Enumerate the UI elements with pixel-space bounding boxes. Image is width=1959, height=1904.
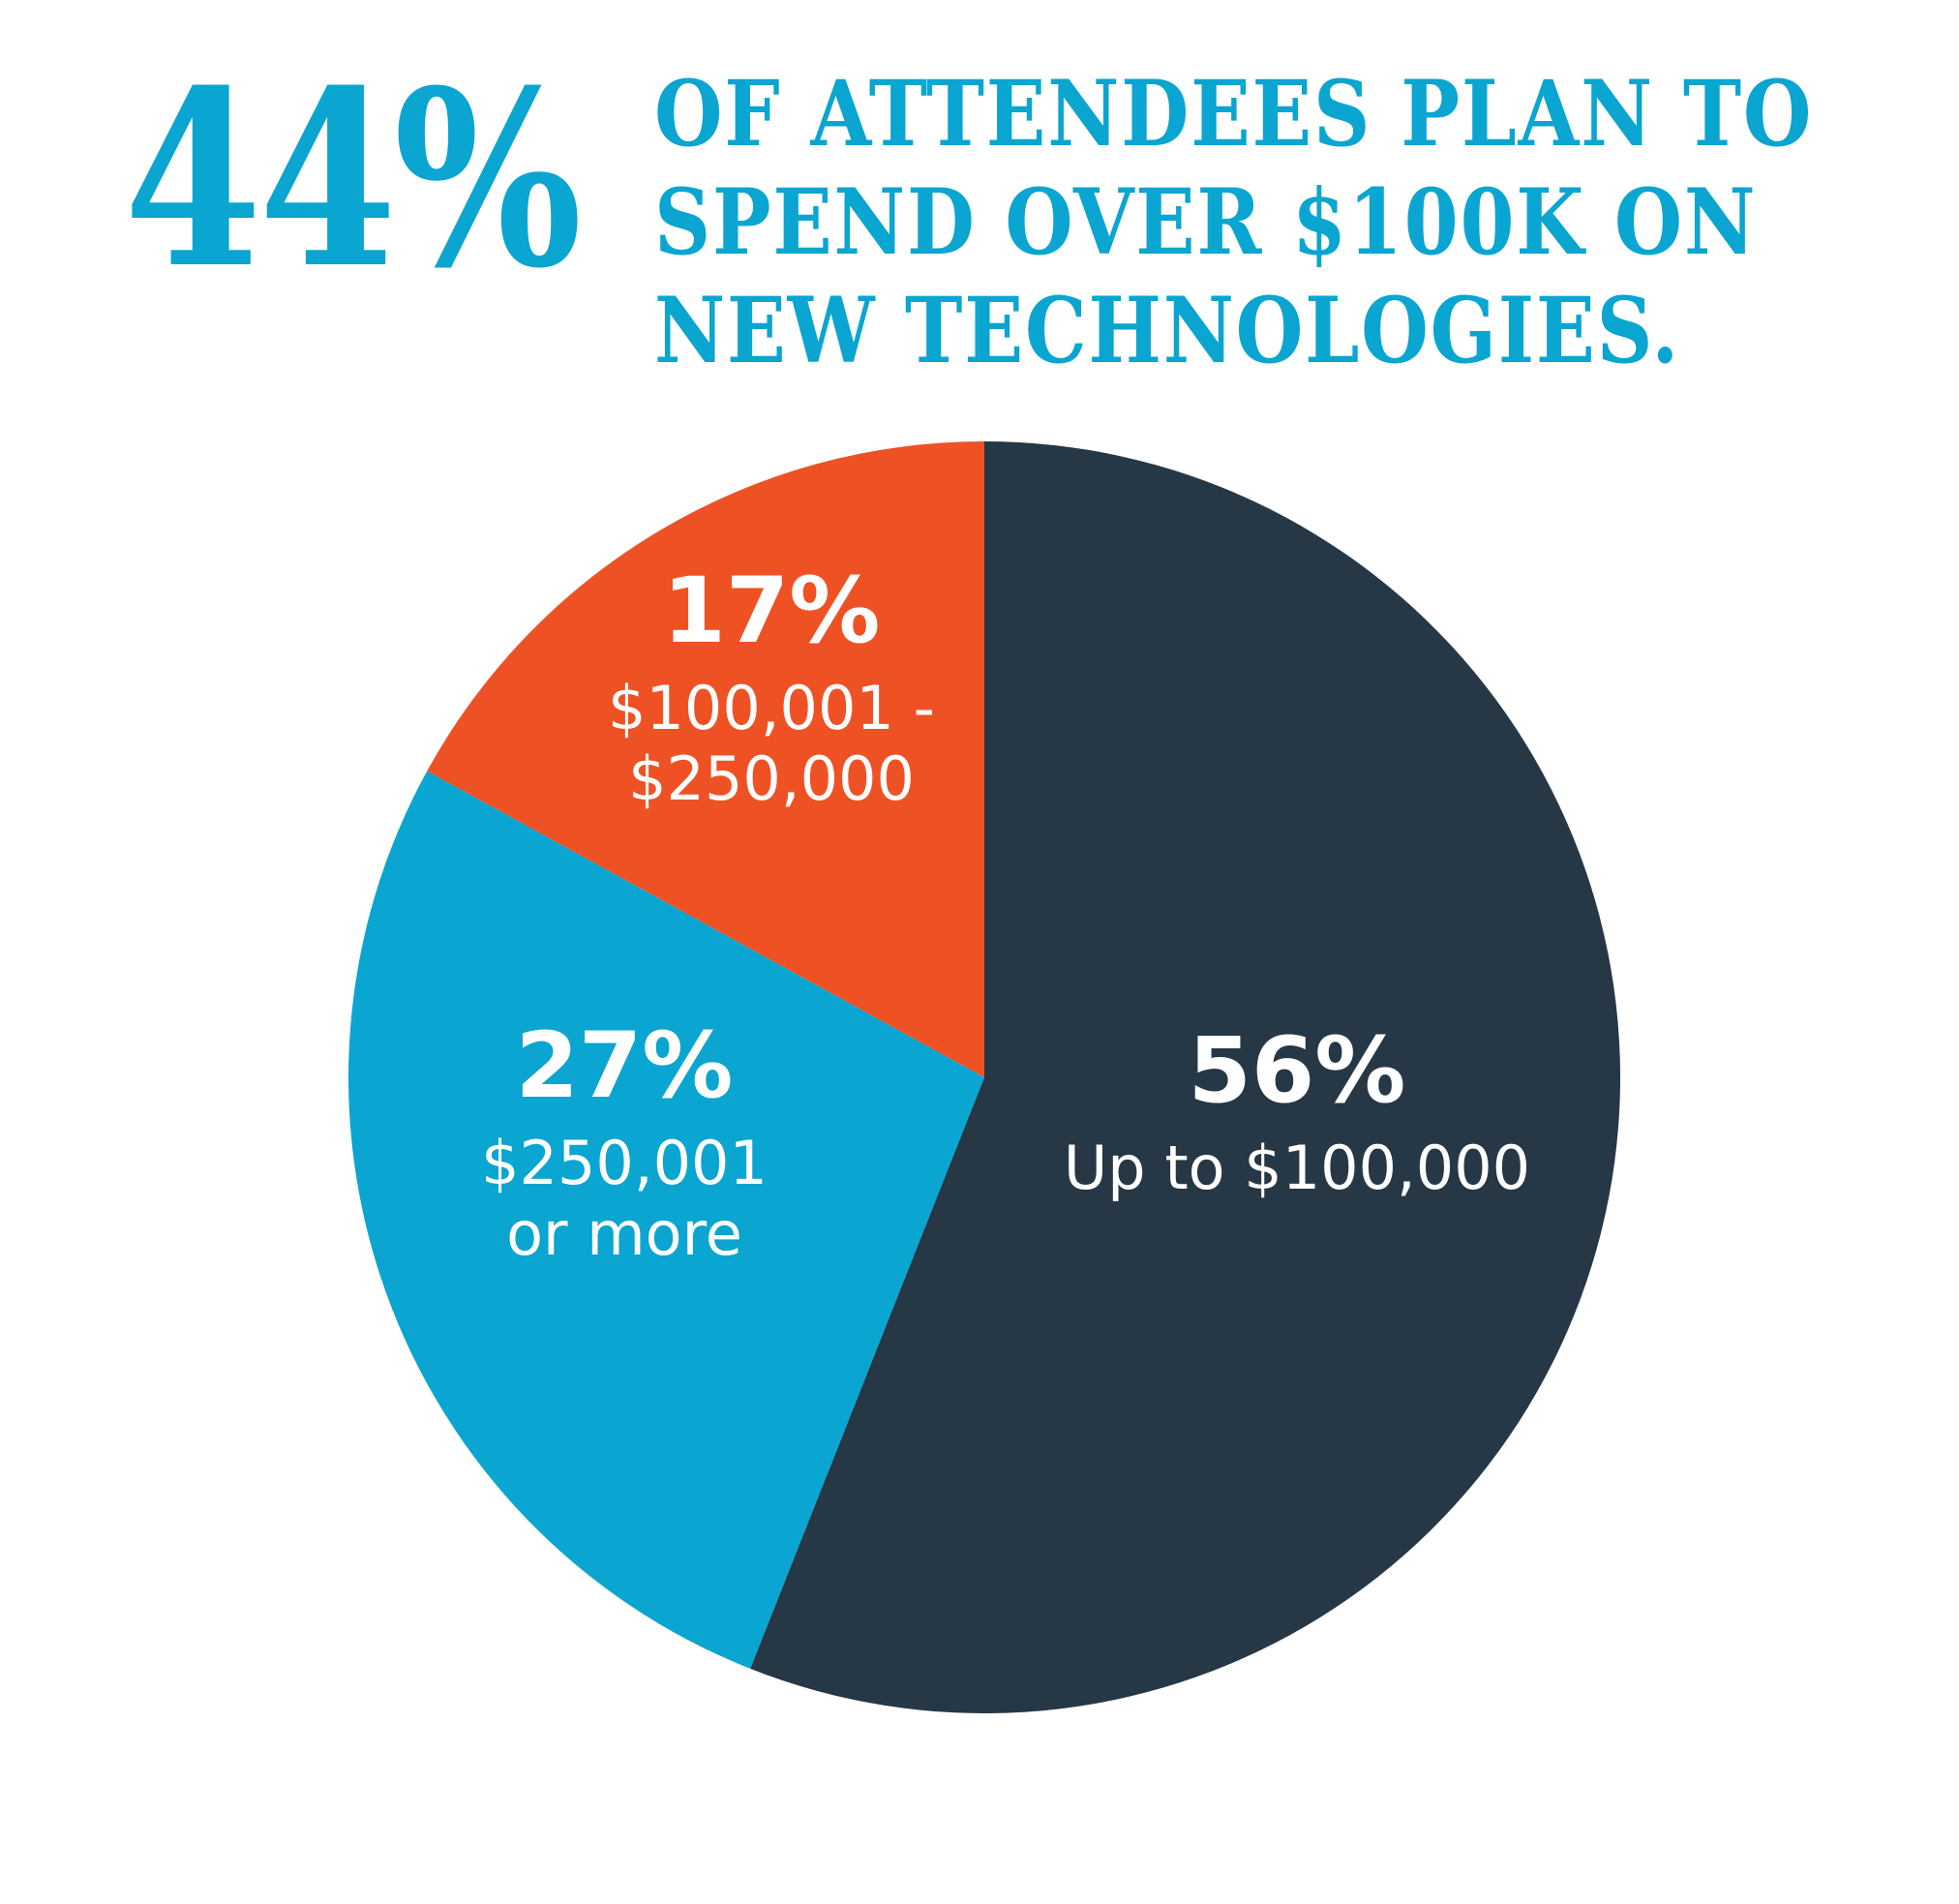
- headline-line-3: NEW TECHNOLOGIES.: [654, 278, 1680, 384]
- slice-percent-over-250k: 27%: [516, 1013, 734, 1119]
- slice-label-over-250k-line-1: $250,001: [481, 1128, 768, 1198]
- headline: 44% OF ATTENDEES PLAN TO SPEND OVER $100…: [0, 0, 1959, 407]
- headline-line-1: OF ATTENDEES PLAN TO: [654, 61, 1814, 167]
- pie-slice-range-100k-250k: [427, 441, 984, 1077]
- pie-slices: [348, 441, 1621, 1714]
- slice-percent-range-100k-250k: 17%: [663, 559, 881, 664]
- pie-slice-over-250k: [348, 771, 985, 1669]
- slice-label-range-100k-250k-line-2: $250,000: [628, 743, 915, 814]
- headline-line-2: SPEND OVER $100K ON: [654, 169, 1758, 276]
- headline-stat: 44%: [124, 37, 583, 321]
- slice-label-up-to-100k-line-1: Up to $100,000: [1064, 1133, 1530, 1203]
- pie-slice-up-to-100k: [750, 441, 1621, 1714]
- slice-percent-up-to-100k: 56%: [1189, 1018, 1406, 1124]
- slice-label-range-100k-250k-line-1: $100,001 -: [608, 673, 935, 743]
- slice-label-over-250k-line-2: or more: [506, 1198, 742, 1269]
